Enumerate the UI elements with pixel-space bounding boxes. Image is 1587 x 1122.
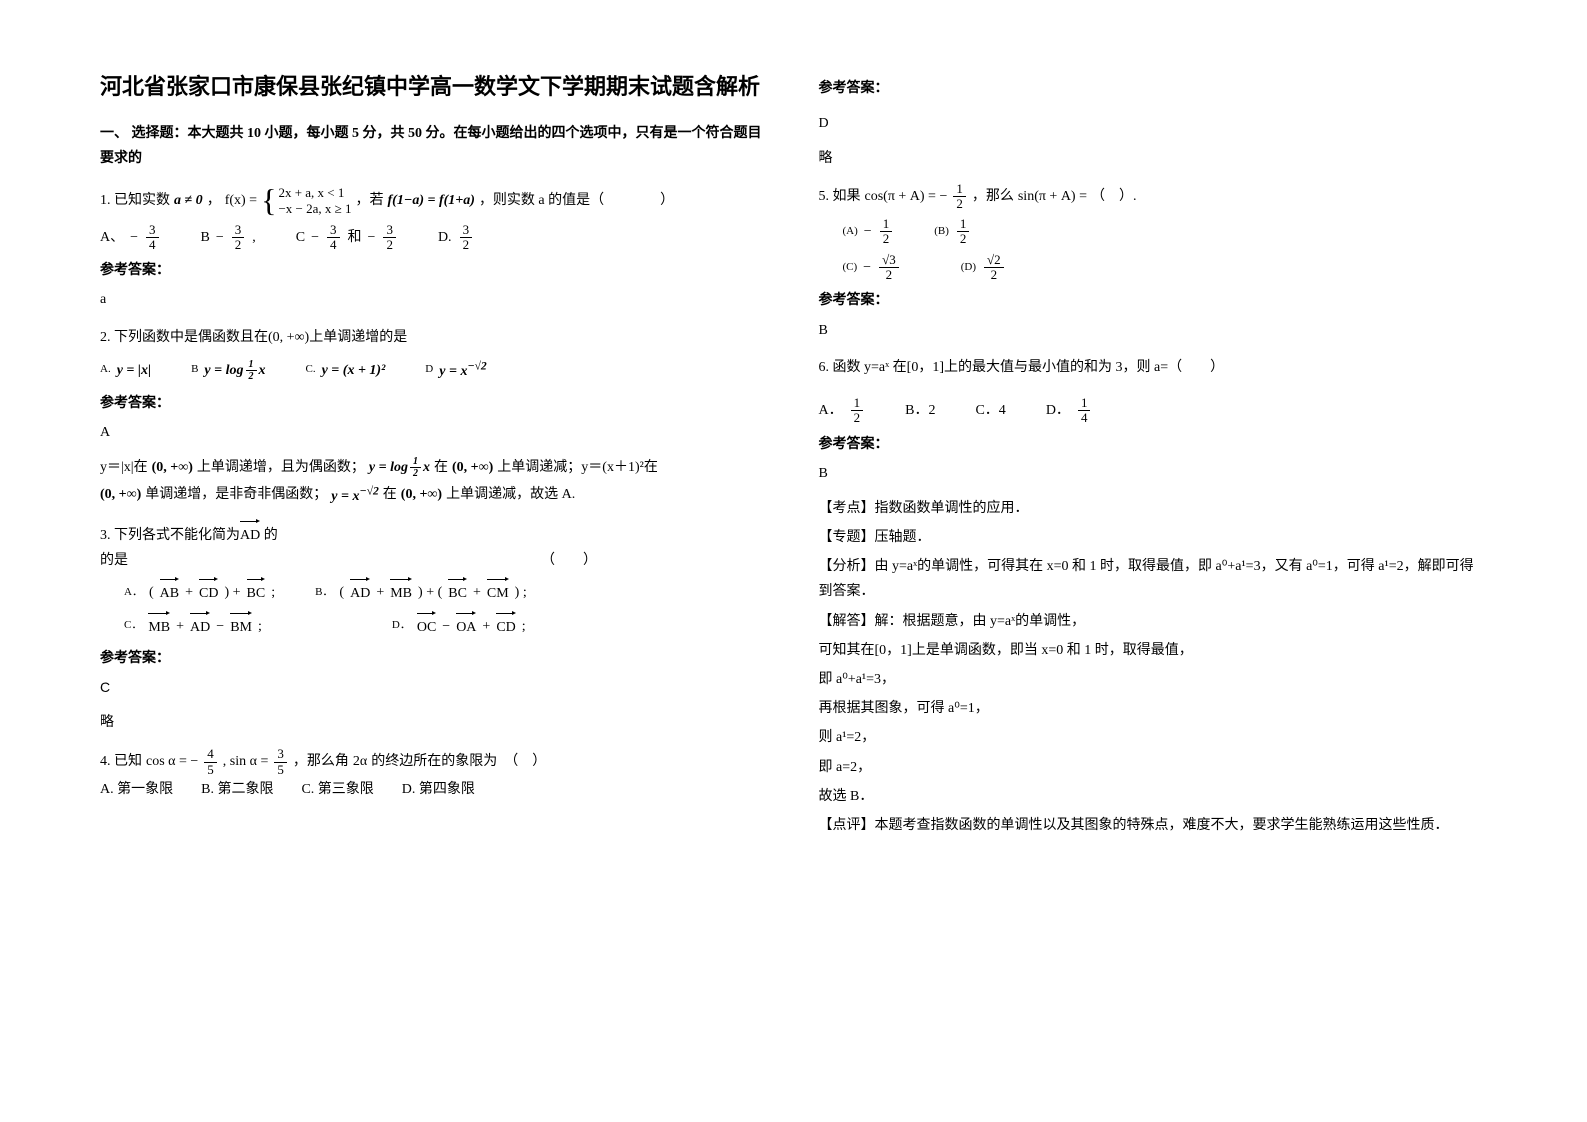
q1-A: A、 <box>100 225 124 250</box>
section1-head: 一、 选择题：本大题共 10 小题，每小题 5 分，共 50 分。在每小题给出的… <box>100 121 769 171</box>
q5-answer-label: 参考答案： <box>819 288 1488 313</box>
question-5: 5. 如果 cos(π + A) = −12 ，那么 sin(π + A) = … <box>819 182 1488 343</box>
question-2: 2. 下列函数中是偶函数且在(0, +∞)上单调递增的是 A. y = |x| … <box>100 325 769 509</box>
q6-zhuanti: 【专题】压轴题． <box>819 525 1488 550</box>
q3-answer: C <box>100 675 769 700</box>
question-6: 6. 函数 y=aˣ 在[0，1]上的最大值与最小值的和为 3，则 a=（ ） … <box>819 355 1488 838</box>
q1-D: D. <box>438 225 452 250</box>
q6-stem: 6. 函数 y=aˣ 在[0，1]上的最大值与最小值的和为 3，则 a=（ ） <box>819 355 1488 380</box>
q1-lead: 1. 已知实数 <box>100 188 170 213</box>
q1-answer-label: 参考答案： <box>100 258 769 283</box>
q1-tail: ，则实数 a 的值是（ ） <box>479 188 674 213</box>
q6-answer-label: 参考答案： <box>819 432 1488 457</box>
q4-opts: A. 第一象限 B. 第二象限 C. 第三象限 D. 第四象限 <box>100 777 769 802</box>
question-3: 3. 下列各式不能化简为AD 的 的是 （ ） A． (AB+CD) +BC; … <box>100 521 769 735</box>
q1-eq: f(1−a) = f(1+a) <box>388 193 475 208</box>
q5-answer: B <box>819 318 1488 343</box>
page-title: 河北省张家口市康保县张纪镇中学高一数学文下学期期末试题含解析 <box>100 70 769 103</box>
q1-comma: ， <box>207 188 221 213</box>
q1-lead3: ，若 <box>356 188 384 213</box>
q1-B: B <box>201 225 210 250</box>
q2-answer: A <box>100 420 769 445</box>
q6-dianping: 【点评】本题考查指数函数的单调性以及其图象的特殊点，难度不大，要求学生能熟练运用… <box>819 813 1488 838</box>
q1-case1: 2x + a, x < 1 <box>278 185 351 201</box>
q1-answer: a <box>100 287 769 312</box>
q6-fenxi: 【分析】由 y=aˣ的单调性，可得其在 x=0 和 1 时，取得最值，即 a⁰+… <box>819 554 1488 604</box>
q6-answer: B <box>819 461 1488 486</box>
q2-answer-label: 参考答案： <box>100 391 769 416</box>
q6-kaodian: 【考点】指数函数单调性的应用． <box>819 496 1488 521</box>
left-column: 河北省张家口市康保县张纪镇中学高一数学文下学期期末试题含解析 一、 选择题：本大… <box>100 70 769 1092</box>
q1-cond: a ≠ 0 <box>174 193 203 208</box>
q1-fx: f(x) = <box>225 188 257 213</box>
q1-C: C <box>296 225 305 250</box>
q1-piecewise: { 2x + a, x < 1 −x − 2a, x ≥ 1 <box>261 185 351 216</box>
q4-note: 略 <box>819 146 1488 171</box>
q3-answer-label: 参考答案： <box>100 646 769 671</box>
q6-jieda-head: 【解答】解：根据题意，由 y=aˣ的单调性， <box>819 609 1488 634</box>
question-1: 1. 已知实数 a ≠ 0 ， f(x) = { 2x + a, x < 1 −… <box>100 185 769 312</box>
q4-answer: D <box>819 111 1488 136</box>
question-4: 4. 已知 cos α = −45 , sin α = 35 ，那么角2α的终边… <box>100 747 769 802</box>
q4-answer-label: 参考答案： <box>819 76 1488 101</box>
q2-stem: 2. 下列函数中是偶函数且在(0, +∞)上单调递增的是 <box>100 325 769 350</box>
right-column: 参考答案： D 略 5. 如果 cos(π + A) = −12 ，那么 sin… <box>819 70 1488 1092</box>
q1-case2: −x − 2a, x ≥ 1 <box>278 201 351 217</box>
q3-note: 略 <box>100 710 769 735</box>
